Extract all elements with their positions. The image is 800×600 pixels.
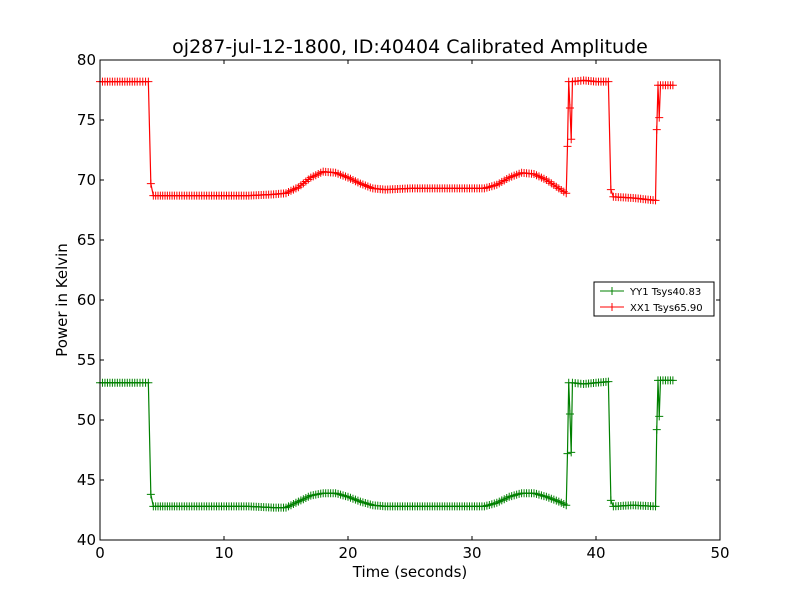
legend-marker-xx1 bbox=[608, 303, 616, 311]
data-point bbox=[668, 376, 677, 385]
data-point bbox=[565, 410, 574, 418]
legend-frame bbox=[593, 281, 715, 317]
series-xx1 bbox=[96, 76, 677, 205]
x-tick-label: 0 bbox=[95, 544, 105, 562]
y-tick-label: 80 bbox=[77, 51, 96, 69]
data-point bbox=[651, 502, 660, 511]
data-point bbox=[562, 189, 571, 198]
legend-entry-yy1: YY1 Tsys40.83 bbox=[600, 287, 701, 298]
plot-frame bbox=[99, 59, 721, 541]
y-tick-label: 55 bbox=[77, 351, 96, 369]
x-tick-label: 40 bbox=[586, 544, 605, 562]
chart-title: oj287-jul-12-1800, ID:40404 Calibrated A… bbox=[172, 36, 648, 58]
data-point bbox=[563, 142, 572, 151]
data-point bbox=[604, 377, 613, 386]
series-layer bbox=[96, 76, 677, 512]
x-axis-title: Time (seconds) bbox=[352, 563, 468, 581]
y-tick-label: 70 bbox=[77, 171, 96, 189]
data-point bbox=[651, 196, 660, 205]
data-point bbox=[606, 185, 615, 194]
x-tick-label: 10 bbox=[214, 544, 233, 562]
data-point bbox=[655, 113, 664, 122]
series-yy1 bbox=[96, 376, 677, 512]
data-point bbox=[655, 412, 664, 421]
y-tick-label: 40 bbox=[77, 531, 96, 549]
data-point bbox=[606, 496, 615, 505]
y-axis-title: Power in Kelvin bbox=[53, 243, 71, 357]
x-tick-label: 50 bbox=[710, 544, 729, 562]
legend-entry-xx1: XX1 Tsys65.90 bbox=[600, 303, 703, 314]
data-point bbox=[668, 81, 677, 90]
data-point bbox=[146, 490, 155, 499]
y-tick-label: 65 bbox=[77, 231, 96, 249]
data-point bbox=[144, 378, 153, 387]
data-point bbox=[565, 104, 574, 112]
y-tick-label: 60 bbox=[77, 291, 96, 309]
data-point bbox=[146, 179, 155, 188]
legend-label-yy1: YY1 Tsys40.83 bbox=[629, 287, 701, 298]
x-tick-label: 30 bbox=[462, 544, 481, 562]
legend-marker-yy1 bbox=[608, 287, 616, 295]
y-tick-label: 45 bbox=[77, 471, 96, 489]
tick-layer: 0 10 20 30 40 50 40 45 50 55 60 65 70 75 80 bbox=[77, 51, 730, 562]
data-point bbox=[567, 448, 576, 457]
data-point bbox=[652, 425, 661, 434]
data-point bbox=[144, 77, 153, 86]
data-point bbox=[567, 135, 576, 144]
y-tick-label: 50 bbox=[77, 411, 96, 429]
y-tick-label: 75 bbox=[77, 111, 96, 129]
data-point bbox=[604, 77, 613, 86]
legend-label-xx1: XX1 Tsys65.90 bbox=[630, 303, 703, 314]
data-point bbox=[563, 449, 572, 458]
legend: YY1 Tsys40.83 XX1 Tsys65.90 bbox=[593, 281, 715, 317]
data-point bbox=[562, 501, 571, 510]
data-point bbox=[652, 125, 661, 134]
x-tick-label: 20 bbox=[338, 544, 357, 562]
